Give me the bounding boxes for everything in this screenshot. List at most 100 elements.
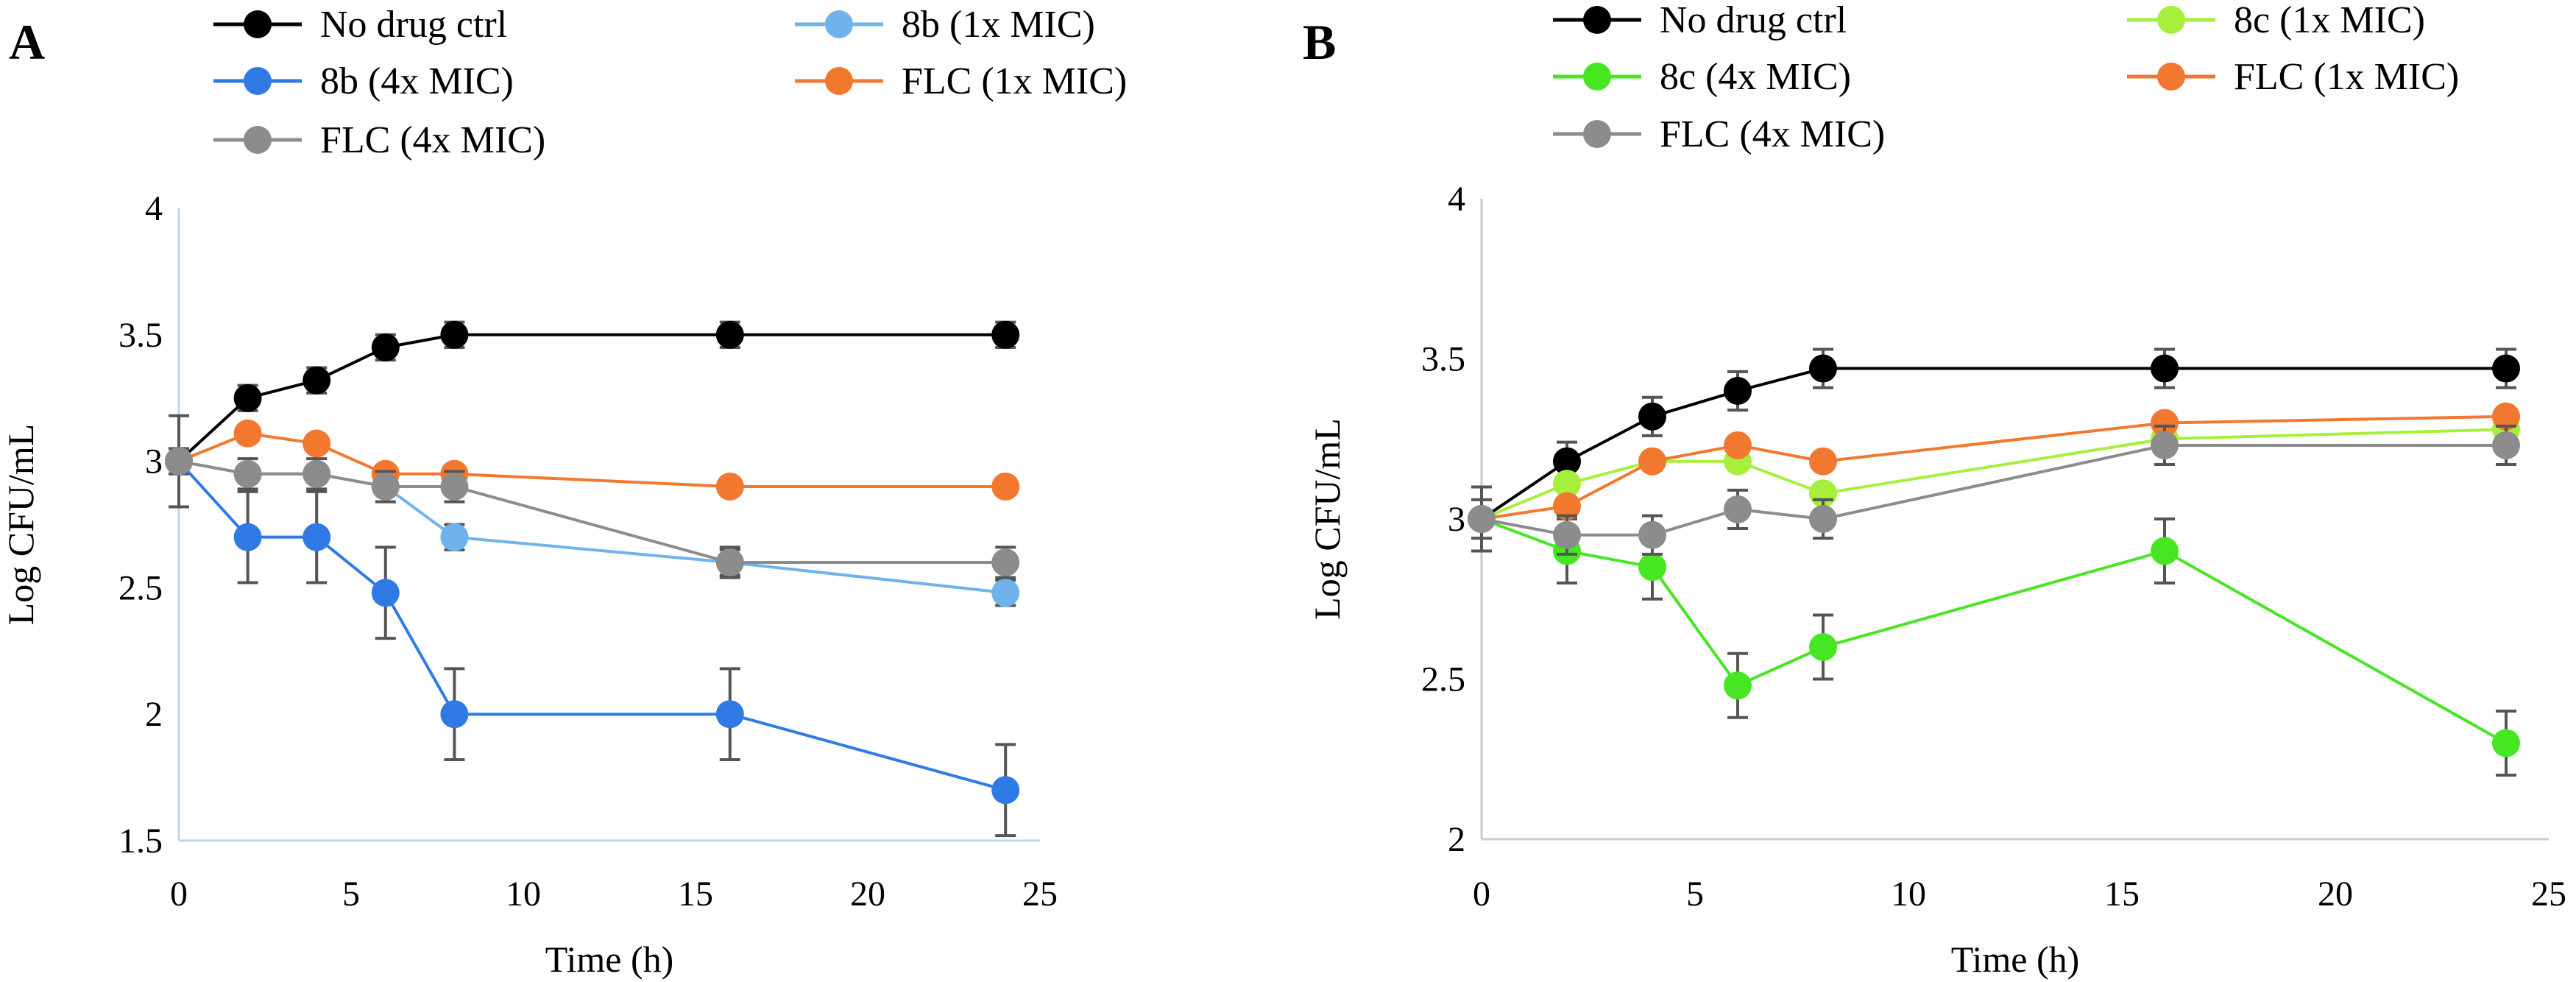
y-tick-label: 3 [145,442,163,481]
data-point [1724,431,1752,459]
y-tick-label: 4 [145,189,163,228]
data-point [1809,447,1837,476]
x-tick-label: 5 [342,875,360,914]
y-tick-label: 2.5 [118,568,163,607]
panel-letter: B [1303,14,1336,70]
data-point [233,459,262,488]
data-point [715,700,744,729]
data-point [371,472,400,501]
x-tick-label: 10 [506,875,541,914]
data-point [371,333,400,361]
data-point [302,366,331,395]
legend-label: 8b (4x MIC) [320,60,514,102]
x-axis-title: Time (h) [545,939,674,980]
legend-entry: FLC (1x MIC) [795,60,1127,102]
series-no-drug-ctrl [165,320,1020,476]
data-point [233,419,262,448]
panel-a: A 1.5 2 2.5 3 3.5 4 0 5 10 15 20 25 Time (h) Log CFU/m… [0,4,1127,980]
legend-entry: No drug ctrl [213,4,507,46]
data-point [165,447,193,476]
data-point [440,523,469,551]
x-tick-label: 0 [170,875,188,914]
data-point [302,459,331,488]
legend-entry: 8b (1x MIC) [795,4,1095,46]
data-point [1468,505,1496,533]
data-point [2492,354,2520,383]
series-line [177,460,1006,792]
data-point [1638,447,1666,476]
x-axis-title: Time (h) [1951,939,2080,980]
data-point [715,548,744,577]
legend-marker [1583,6,1611,34]
data-point [1809,505,1837,533]
x-tick-label: 15 [678,875,713,914]
series-8b-1x-mic [165,447,1020,607]
series-8c-4x-mic [1468,485,2520,777]
data-point [991,320,1020,349]
legend-entry: 8c (4x MIC) [1553,56,1851,98]
legend-marker [244,126,272,154]
series-line [178,459,1006,565]
legend-label: FLC (1x MIC) [2234,56,2459,98]
data-point [440,700,469,729]
y-tick-label: 3.5 [1421,340,1465,379]
series-flc-4x-mic [1468,424,2520,556]
legend-marker [825,10,853,38]
data-point [1724,671,1752,700]
legend-marker [825,67,853,95]
data-point [2492,402,2520,431]
x-tick-label: 5 [1686,875,1704,914]
data-point [2492,729,2520,757]
data-point [1724,495,1752,523]
series-8b-4x-mic [165,414,1020,838]
y-tick-label: 3 [1448,500,1465,539]
data-point [2492,431,2520,459]
data-point [233,384,262,412]
y-tick-label: 3.5 [118,316,163,355]
series-no-drug-ctrl [1468,347,2520,540]
data-point [2151,537,2179,565]
y-tick-label: 2 [145,695,163,734]
series-line [1481,443,2506,537]
legend-marker [2157,63,2185,91]
x-tick-label: 25 [2531,875,2566,914]
y-axis-title: Log CFU/mL [1306,418,1348,620]
x-tick-label: 0 [1473,875,1490,914]
data-point [2151,354,2179,383]
data-point [2151,409,2179,437]
data-point [715,472,744,501]
y-tick-label: 2.5 [1421,660,1465,699]
data-point [440,320,469,349]
data-point [991,472,1020,501]
x-tick-label: 25 [1022,875,1058,914]
legend-marker [2157,6,2185,34]
data-point [715,320,744,349]
legend-entry: 8c (1x MIC) [2127,0,2425,41]
series-flc-1x-mic [165,419,1020,501]
legend-label: FLC (1x MIC) [902,60,1127,102]
data-point [991,776,1020,805]
data-point [991,579,1020,607]
x-tick-label: 15 [2104,875,2140,914]
legend-marker [1583,120,1611,148]
data-point [1638,520,1666,549]
x-tick-label: 10 [1891,875,1926,914]
legend-label: FLC (4x MIC) [1660,113,1885,155]
legend-entry: No drug ctrl [1553,0,1847,41]
legend-label: 8c (1x MIC) [2234,0,2425,41]
y-tick-label: 4 [1448,180,1465,219]
x-tick-label: 20 [2318,875,2353,914]
legend-marker [1583,63,1611,91]
legend-entry: FLC (4x MIC) [213,119,545,161]
legend-label: 8b (1x MIC) [902,4,1095,46]
series-line [1481,518,2507,745]
legend-label: FLC (4x MIC) [320,119,545,161]
data-point [302,429,331,458]
data-point [1638,553,1666,582]
legend-entry: 8b (4x MIC) [213,60,514,102]
data-point [1638,402,1666,431]
data-point [371,579,400,607]
data-point [1553,492,1581,520]
legend-entry: FLC (1x MIC) [2127,56,2459,98]
